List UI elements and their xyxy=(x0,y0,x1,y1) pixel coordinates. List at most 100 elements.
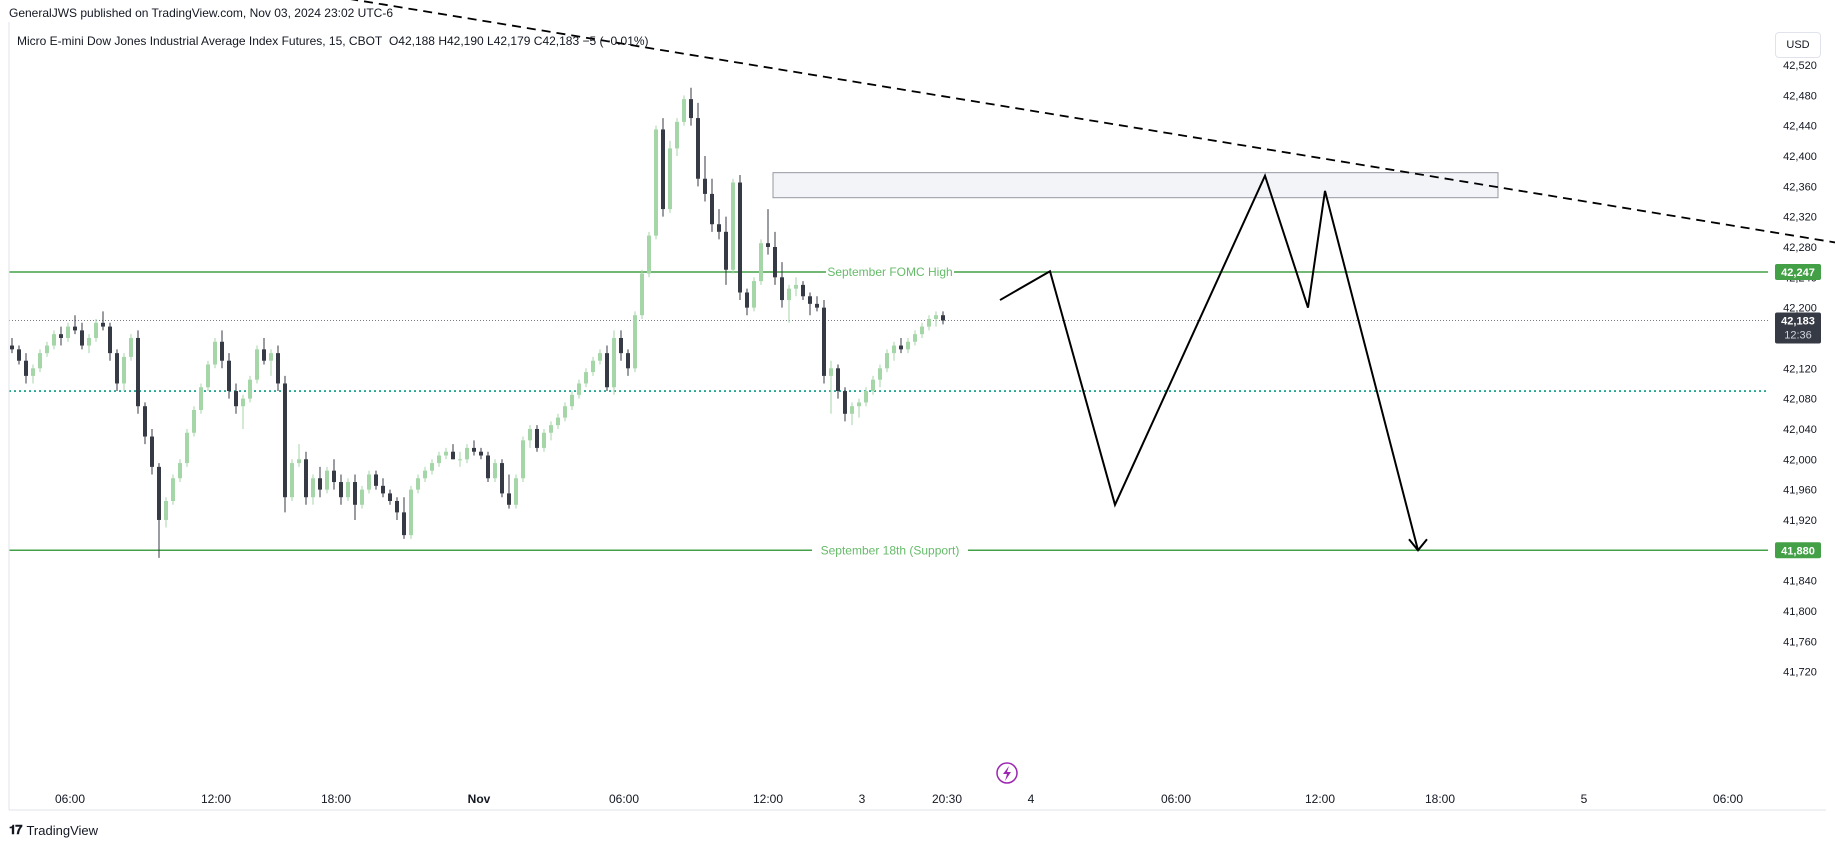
candle[interactable] xyxy=(206,360,210,392)
candle[interactable] xyxy=(395,497,399,520)
candle[interactable] xyxy=(458,451,462,467)
candle[interactable] xyxy=(934,311,938,327)
candle[interactable] xyxy=(794,277,798,297)
candle[interactable] xyxy=(521,436,525,483)
candle[interactable] xyxy=(906,337,910,354)
candle[interactable] xyxy=(843,387,847,422)
candle[interactable] xyxy=(752,277,756,312)
candle[interactable] xyxy=(500,459,504,498)
candle[interactable] xyxy=(304,451,308,505)
candle[interactable] xyxy=(87,334,91,354)
candle[interactable] xyxy=(829,360,833,414)
candle[interactable] xyxy=(38,349,42,373)
candle[interactable] xyxy=(654,125,658,240)
candle[interactable] xyxy=(101,311,105,331)
candle[interactable] xyxy=(801,281,805,301)
candle[interactable] xyxy=(787,284,791,323)
candle[interactable] xyxy=(535,425,539,452)
candle[interactable] xyxy=(864,387,868,407)
candle[interactable] xyxy=(549,421,553,441)
candle[interactable] xyxy=(108,322,112,361)
candle[interactable] xyxy=(45,341,49,357)
candle[interactable] xyxy=(675,118,679,156)
candle[interactable] xyxy=(542,428,546,452)
descending-trendline[interactable] xyxy=(290,0,1835,244)
lightning-icon[interactable] xyxy=(996,762,1018,784)
candle[interactable] xyxy=(633,311,637,373)
candle[interactable] xyxy=(24,353,28,384)
candle[interactable] xyxy=(367,470,371,494)
candle[interactable] xyxy=(31,364,35,384)
candle[interactable] xyxy=(857,398,861,418)
candle[interactable] xyxy=(374,470,378,490)
candle[interactable] xyxy=(325,466,329,494)
candle[interactable] xyxy=(738,174,742,301)
candle[interactable] xyxy=(339,474,343,505)
candle[interactable] xyxy=(234,383,238,414)
tradingview-logo[interactable]: 𝟏𝟕 TradingView xyxy=(9,822,98,838)
candle[interactable] xyxy=(17,345,21,365)
candle[interactable] xyxy=(878,364,882,388)
candle[interactable] xyxy=(122,353,126,392)
candle[interactable] xyxy=(178,459,182,483)
candle[interactable] xyxy=(297,444,301,467)
candle[interactable] xyxy=(185,428,189,467)
candle[interactable] xyxy=(262,337,266,365)
candle[interactable] xyxy=(94,319,98,342)
candle[interactable] xyxy=(52,330,56,350)
candle[interactable] xyxy=(311,474,315,505)
candle[interactable] xyxy=(682,95,686,126)
candle[interactable] xyxy=(927,315,931,331)
candle[interactable] xyxy=(899,337,903,354)
candle[interactable] xyxy=(115,349,119,392)
candle[interactable] xyxy=(626,349,630,376)
candle[interactable] xyxy=(402,497,406,539)
candle[interactable] xyxy=(507,474,511,509)
candle[interactable] xyxy=(283,375,287,513)
candle[interactable] xyxy=(850,402,854,426)
candle[interactable] xyxy=(661,118,665,217)
candle[interactable] xyxy=(416,474,420,494)
candle[interactable] xyxy=(640,269,644,320)
symbol-legend[interactable]: Micro E-mini Dow Jones Industrial Averag… xyxy=(17,34,649,48)
candle[interactable] xyxy=(472,440,476,456)
candle[interactable] xyxy=(444,447,448,460)
candle[interactable] xyxy=(556,413,560,429)
candle[interactable] xyxy=(913,330,917,346)
candle[interactable] xyxy=(808,292,812,316)
candle[interactable] xyxy=(710,178,714,232)
candle[interactable] xyxy=(248,375,252,403)
candle[interactable] xyxy=(150,428,154,475)
candle[interactable] xyxy=(430,459,434,475)
candle[interactable] xyxy=(276,345,280,392)
candle[interactable] xyxy=(920,322,924,338)
candle[interactable] xyxy=(171,474,175,505)
candle[interactable] xyxy=(514,474,518,509)
candle[interactable] xyxy=(759,239,763,285)
candle[interactable] xyxy=(892,341,896,361)
candle[interactable] xyxy=(360,485,364,509)
candle[interactable] xyxy=(717,209,721,240)
candle[interactable] xyxy=(724,216,728,285)
candle[interactable] xyxy=(332,459,336,490)
candle[interactable] xyxy=(584,368,588,388)
candle[interactable] xyxy=(73,315,77,335)
candle[interactable] xyxy=(766,209,770,255)
candle[interactable] xyxy=(647,231,651,278)
candle[interactable] xyxy=(745,288,749,316)
candle[interactable] xyxy=(318,466,322,498)
candle[interactable] xyxy=(241,394,245,429)
candle[interactable] xyxy=(437,451,441,467)
candle[interactable] xyxy=(689,87,693,126)
candle[interactable] xyxy=(164,497,168,528)
candle[interactable] xyxy=(563,402,567,422)
candle[interactable] xyxy=(409,485,413,539)
candle[interactable] xyxy=(493,459,497,483)
candle[interactable] xyxy=(528,425,532,448)
candle[interactable] xyxy=(591,356,595,376)
candle[interactable] xyxy=(605,345,609,392)
candle[interactable] xyxy=(199,383,203,414)
candle[interactable] xyxy=(66,322,70,342)
supply-zone-rect[interactable] xyxy=(772,172,1499,199)
